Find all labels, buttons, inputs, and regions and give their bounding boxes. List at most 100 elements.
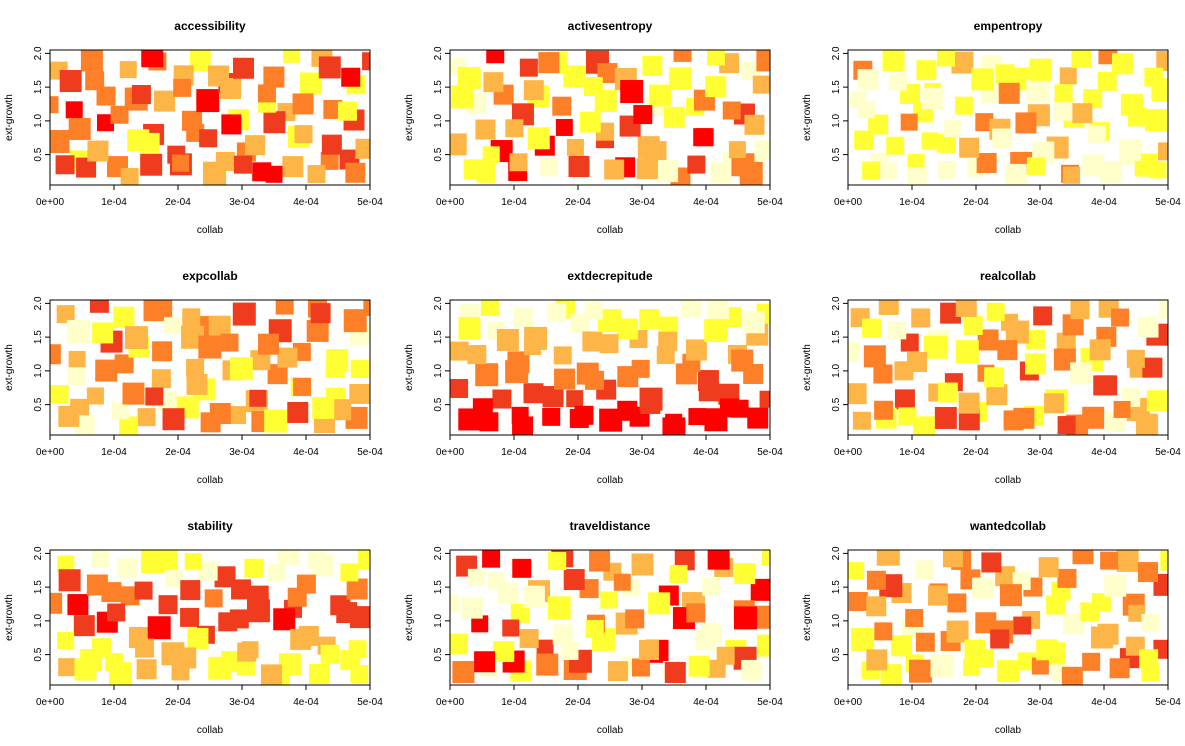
scatter-point (553, 346, 572, 365)
points-empentropy (849, 50, 1168, 185)
scatter-point (633, 105, 653, 125)
scatter-point (986, 302, 1005, 321)
scatter-point (911, 308, 931, 328)
scatter-point (1157, 142, 1168, 161)
scatter-point (524, 326, 548, 350)
scatter-point (888, 72, 907, 91)
scatter-point (955, 96, 974, 115)
scatter-point (999, 584, 1022, 607)
scatter-point (636, 158, 658, 180)
scatter-point (905, 609, 924, 628)
x-tick-label: 4e-04 (1091, 447, 1117, 458)
y-axis-label: ext-growth (802, 594, 813, 641)
scatter-point (1146, 390, 1168, 412)
scatter-point (958, 392, 980, 414)
y-tick-label: 0.5 (33, 147, 44, 161)
scatter-point (57, 632, 75, 650)
scatter-point (1160, 550, 1168, 571)
plot-frame (49, 49, 371, 186)
scatter-point (1111, 308, 1130, 327)
x-axis-label: collab (995, 725, 1022, 736)
scatter-point (505, 119, 524, 138)
scatter-point (232, 57, 254, 79)
scatter-point (95, 359, 118, 382)
scatter-point (998, 82, 1020, 104)
scatter-point (50, 96, 59, 114)
scatter-point (675, 363, 697, 385)
scatter-point (854, 130, 874, 150)
scatter-point (874, 400, 894, 420)
scatter-point (540, 158, 559, 177)
scatter-point (1033, 306, 1053, 326)
scatter-point (584, 370, 604, 390)
scatter-point (1156, 51, 1168, 72)
scatter-point (487, 572, 505, 590)
scatter-point (563, 569, 585, 591)
scatter-point (237, 642, 257, 662)
scatter-point (267, 564, 286, 583)
y-tick-label: 1.5 (831, 80, 842, 94)
scatter-point (1036, 639, 1058, 661)
scatter-point (1053, 97, 1077, 121)
scatter-point (649, 84, 672, 107)
scatter-point (249, 389, 267, 407)
scatter-point (1004, 163, 1027, 185)
panel-expcollab: 0e+00 1e-04 2e-04 3e-04 4e-04 5e-04 0.5 1.0 1.5 2… (4, 269, 383, 486)
scatter-point (220, 333, 239, 352)
x-axis-label: collab (597, 225, 624, 236)
scatter-point (257, 84, 276, 103)
scatter-point (267, 364, 288, 385)
x-tick-label: 2e-04 (963, 697, 989, 708)
scatter-point (995, 64, 1015, 84)
y-tick-label: 1.0 (33, 363, 44, 377)
scatter-point (113, 306, 135, 328)
scatter-point (981, 552, 1002, 573)
scatter-point (236, 657, 255, 676)
chart-title: extdecrepitude (567, 269, 653, 283)
scatter-point (101, 582, 122, 603)
y-tick-label: 1.5 (33, 80, 44, 94)
x-axis-label: collab (197, 475, 224, 486)
scatter-point (1072, 550, 1094, 565)
scatter-point (597, 309, 621, 333)
scatter-point (1104, 574, 1127, 597)
scatter-point (874, 622, 893, 641)
y-tick-label: 0.5 (433, 147, 444, 161)
scatter-point (656, 160, 679, 183)
scatter-point (930, 654, 954, 678)
scatter-point (350, 360, 369, 379)
scatter-point (56, 305, 75, 324)
scatter-point (171, 662, 190, 681)
scatter-point (161, 642, 185, 666)
x-tick-label: 0e+00 (436, 697, 465, 708)
scatter-point (1015, 112, 1037, 134)
scatter-point (554, 368, 576, 390)
scatter-point (181, 325, 205, 349)
scatter-point (658, 331, 678, 351)
scatter-point (942, 550, 963, 568)
scatter-point (111, 402, 129, 420)
scatter-point (1063, 613, 1085, 635)
scatter-point (358, 550, 370, 570)
scatter-point (886, 136, 905, 155)
x-tick-label: 2e-04 (963, 197, 989, 208)
scatter-point (862, 318, 882, 338)
scatter-point (584, 301, 603, 320)
scatter-point (141, 50, 164, 68)
scatter-point (997, 340, 1018, 361)
scatter-point (1005, 320, 1029, 344)
scatter-point (363, 300, 370, 317)
x-tick-label: 4e-04 (693, 447, 719, 458)
scatter-point (277, 550, 300, 566)
y-axis-label: ext-growth (404, 94, 415, 141)
x-tick-label: 2e-04 (165, 697, 191, 708)
scatter-point (976, 152, 997, 173)
scatter-point (147, 616, 171, 640)
scatter-point (187, 627, 209, 649)
scatter-point (68, 350, 86, 368)
x-tick-label: 3e-04 (629, 447, 655, 458)
scatter-point (321, 134, 342, 155)
scatter-point (73, 615, 95, 637)
scatter-point (1100, 161, 1123, 184)
